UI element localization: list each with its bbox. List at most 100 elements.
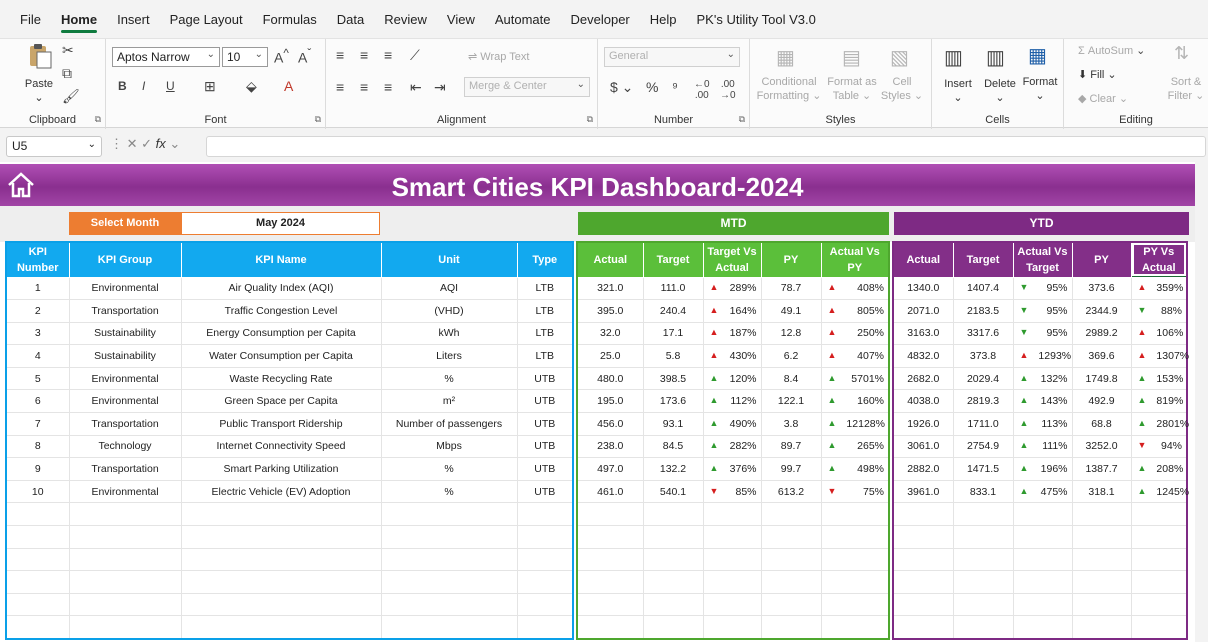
empty-cell[interactable] [703,525,762,549]
ytd-actual-vs-target-cell[interactable]: ▲ 113% [1013,412,1073,436]
paste-dropdown-icon[interactable]: ⌄ [34,92,44,104]
underline-icon[interactable]: U [166,79,175,93]
empty-cell[interactable] [381,548,518,572]
ytd-actual-cell[interactable]: 2882.0 [893,457,954,481]
delete-cells-button[interactable]: Delete ⌄ [984,78,1016,104]
ytd-py-vs-actual-cell[interactable]: ▲ 153% [1131,367,1188,391]
empty-cell[interactable] [1131,570,1188,594]
empty-cell[interactable] [893,548,954,572]
font-size-select[interactable]: 10 ⌄ [222,47,268,67]
mtd-target-vs-actual-cell[interactable]: ▼ 85% [703,480,762,504]
empty-cell[interactable] [761,570,822,594]
ytd-actual-vs-target-cell[interactable]: ▲ 132% [1013,367,1073,391]
format-cells-button[interactable]: Format ⌄ [1022,76,1058,102]
empty-cell[interactable] [181,548,382,572]
mtd-py-cell[interactable]: 12.8 [761,322,822,346]
kpi-number-cell[interactable]: 9 [6,457,70,481]
mtd-target-cell[interactable]: 111.0 [643,277,704,301]
mtd-py-cell[interactable]: 89.7 [761,435,822,459]
empty-cell[interactable] [1072,548,1132,572]
ytd-actual-cell[interactable]: 2682.0 [893,367,954,391]
mtd-target-vs-actual-cell[interactable]: ▲ 120% [703,367,762,391]
insert-cells-button[interactable]: Insert ⌄ [944,78,972,104]
type-cell[interactable]: UTB [517,412,574,436]
mtd-actual-cell[interactable]: 461.0 [577,480,644,504]
empty-cell[interactable] [181,570,382,594]
empty-cell[interactable] [643,502,704,527]
mtd-py-cell[interactable]: 122.1 [761,389,822,414]
insert-cells-icon[interactable]: ▥ [944,47,963,69]
mtd-py-cell[interactable]: 8.4 [761,367,822,391]
font-name-select[interactable]: Aptos Narrow ⌄ [112,47,220,67]
mtd-target-cell[interactable]: 84.5 [643,435,704,459]
ytd-actual-vs-target-cell[interactable]: ▲ 143% [1013,389,1073,414]
kpi-name-cell[interactable]: Energy Consumption per Capita [181,322,382,346]
menu-data[interactable]: Data [336,12,365,27]
kpi-number-cell[interactable]: 2 [6,299,70,323]
empty-cell[interactable] [821,525,890,549]
unit-cell[interactable]: Mbps [381,435,518,459]
empty-cell[interactable] [703,593,762,617]
kpi-name-cell[interactable]: Public Transport Ridership [181,412,382,436]
ytd-actual-cell[interactable]: 1340.0 [893,277,954,301]
mtd-actual-vs-py-cell[interactable]: ▲ 408% [821,277,890,301]
ytd-py-cell[interactable]: 2344.9 [1072,299,1132,323]
mtd-actual-vs-py-cell[interactable]: ▼ 75% [821,480,890,504]
kpi-number-cell[interactable]: 5 [6,367,70,391]
ytd-py-vs-actual-cell[interactable]: ▼ 88% [1131,299,1188,323]
unit-cell[interactable]: AQI [381,277,518,301]
ytd-actual-vs-target-cell[interactable]: ▼ 95% [1013,322,1073,346]
align-center-icon[interactable]: ≡ [360,79,369,95]
ytd-actual-cell[interactable]: 3961.0 [893,480,954,504]
menu-pk-s-utility-tool-v3-0[interactable]: PK's Utility Tool V3.0 [696,12,816,27]
empty-cell[interactable] [1013,525,1073,549]
kpi-group-cell[interactable]: Technology [69,435,182,459]
mtd-actual-cell[interactable]: 497.0 [577,457,644,481]
ytd-actual-vs-target-cell[interactable]: ▲ 1293% [1013,344,1073,368]
empty-cell[interactable] [381,525,518,549]
empty-cell[interactable] [1013,593,1073,617]
mtd-target-vs-actual-cell[interactable]: ▲ 112% [703,389,762,414]
mtd-target-cell[interactable]: 398.5 [643,367,704,391]
paste-button[interactable]: Paste [24,78,54,90]
mtd-header-py[interactable]: PY [760,241,822,278]
empty-cell[interactable] [381,593,518,617]
empty-cell[interactable] [1013,502,1073,527]
font-launcher-icon[interactable]: ⧉ [314,114,321,124]
kpi-name-cell[interactable]: Water Consumption per Capita [181,344,382,368]
month-select[interactable]: May 2024 [181,212,380,235]
ytd-py-vs-actual-cell[interactable]: ▼ 94% [1131,435,1188,459]
ytd-py-cell[interactable]: 3252.0 [1072,435,1132,459]
increase-font-icon[interactable]: A^ [274,47,289,66]
empty-cell[interactable] [1131,502,1188,527]
empty-cell[interactable] [821,593,890,617]
empty-cell[interactable] [761,615,822,639]
merge-center-button[interactable]: Merge & Center ⌄ [464,77,590,97]
ytd-py-cell[interactable]: 68.8 [1072,412,1132,436]
kpi-number-cell[interactable]: 10 [6,480,70,504]
empty-cell[interactable] [577,502,644,527]
empty-cell[interactable] [953,548,1014,572]
type-cell[interactable]: UTB [517,389,574,414]
type-cell[interactable]: UTB [517,435,574,459]
empty-cell[interactable] [577,548,644,572]
mtd-target-vs-actual-cell[interactable]: ▲ 282% [703,435,762,459]
mtd-actual-cell[interactable]: 238.0 [577,435,644,459]
ytd-actual-vs-target-cell[interactable]: ▲ 475% [1013,480,1073,504]
empty-cell[interactable] [577,615,644,639]
ytd-target-cell[interactable]: 1471.5 [953,457,1014,481]
menu-home[interactable]: Home [51,0,107,38]
mtd-py-cell[interactable]: 99.7 [761,457,822,481]
ytd-actual-vs-target-cell[interactable]: ▼ 95% [1013,299,1073,323]
cell-styles-button[interactable]: Cell Styles ⌄ [880,76,924,102]
kpi-group-cell[interactable]: Environmental [69,480,182,504]
mtd-actual-cell[interactable]: 456.0 [577,412,644,436]
menu-file[interactable]: File [20,12,41,27]
mtd-target-cell[interactable]: 173.6 [643,389,704,414]
mtd-actual-vs-py-cell[interactable]: ▲ 265% [821,435,890,459]
unit-cell[interactable]: % [381,367,518,391]
kpi-group-cell[interactable]: Sustainability [69,322,182,346]
enter-icon[interactable]: ✓ [141,136,156,151]
empty-cell[interactable] [643,593,704,617]
mtd-actual-vs-py-cell[interactable]: ▲ 805% [821,299,890,323]
